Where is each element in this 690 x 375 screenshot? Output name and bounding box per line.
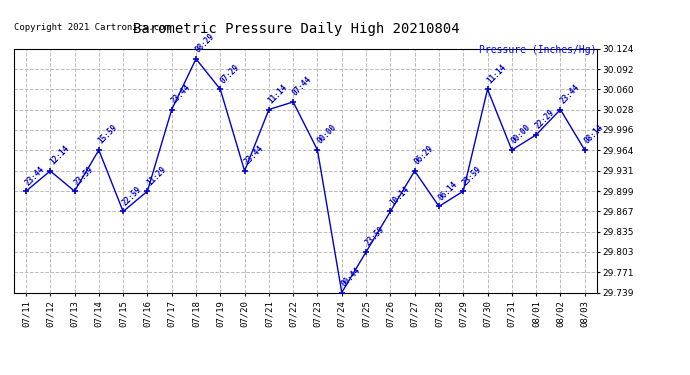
Text: Copyright 2021 Cartronics.com: Copyright 2021 Cartronics.com: [14, 22, 170, 32]
Text: 07:29: 07:29: [218, 62, 241, 85]
Text: 23:59: 23:59: [72, 164, 95, 187]
Text: 00:00: 00:00: [315, 123, 338, 146]
Text: 07:44: 07:44: [291, 75, 314, 98]
Text: 08:14: 08:14: [582, 123, 605, 146]
Text: 23:59: 23:59: [461, 164, 484, 187]
Text: 00:00: 00:00: [510, 123, 533, 146]
Text: 11:14: 11:14: [485, 62, 508, 85]
Text: 15:59: 15:59: [97, 123, 119, 146]
Text: 23:44: 23:44: [170, 82, 193, 105]
Text: 23:59: 23:59: [364, 225, 386, 248]
Text: 22:29: 22:29: [534, 108, 557, 130]
Text: 11:14: 11:14: [267, 82, 289, 105]
Text: 06:14: 06:14: [437, 180, 460, 202]
Text: 23:44: 23:44: [558, 82, 581, 105]
Text: 00:44: 00:44: [339, 266, 362, 288]
Text: 10:14: 10:14: [388, 184, 411, 207]
Text: 22:59: 22:59: [121, 184, 144, 207]
Text: 23:44: 23:44: [23, 164, 46, 187]
Text: 12:14: 12:14: [48, 144, 71, 167]
Text: Pressure (Inches/Hg): Pressure (Inches/Hg): [480, 45, 597, 55]
Text: 08:29: 08:29: [194, 32, 217, 55]
Text: 11:29: 11:29: [145, 164, 168, 187]
Text: Barometric Pressure Daily High 20210804: Barometric Pressure Daily High 20210804: [133, 22, 460, 36]
Text: 06:29: 06:29: [413, 144, 435, 167]
Text: 23:44: 23:44: [242, 144, 265, 167]
